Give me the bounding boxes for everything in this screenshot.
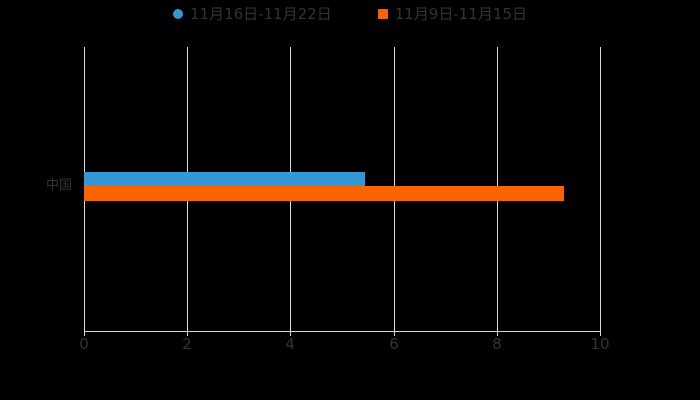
legend-label-series-2: 11月9日-11月15日 [394,5,527,23]
legend-square-icon [377,9,388,19]
tick-mark-6 [394,331,395,336]
bar-series-2-china[interactable] [84,186,564,201]
bar-series-1-china[interactable] [84,172,366,186]
x-tick-label-8: 8 [492,335,502,353]
legend-entry-series-1[interactable]: 11月16日-11月22日 [173,6,332,22]
tick-mark-4 [290,331,291,336]
x-tick-label-0: 0 [79,335,89,353]
legend-entry-series-2[interactable]: 11月9日-11月15日 [377,5,527,23]
x-tick-label-4: 4 [285,335,295,353]
y-axis-category-label: 中国 [45,178,72,193]
x-tick-label-2: 2 [182,335,192,353]
plot-area [84,47,601,336]
tick-mark-10 [600,331,601,336]
x-tick-label-10: 10 [590,335,610,353]
x-axis-line [84,331,601,332]
y-axis-labels: 中国 [0,0,78,400]
legend-label-series-1: 11月16日-11月22日 [190,5,332,23]
x-tick-label-6: 6 [389,335,399,353]
gridline-10 [600,47,601,331]
tick-mark-0 [84,331,85,336]
tick-mark-8 [497,331,498,336]
tick-mark-2 [187,331,188,336]
legend-dot-icon [173,9,183,19]
chart-legend: 11月16日-11月22日 11月9日-11月15日 [0,6,700,22]
